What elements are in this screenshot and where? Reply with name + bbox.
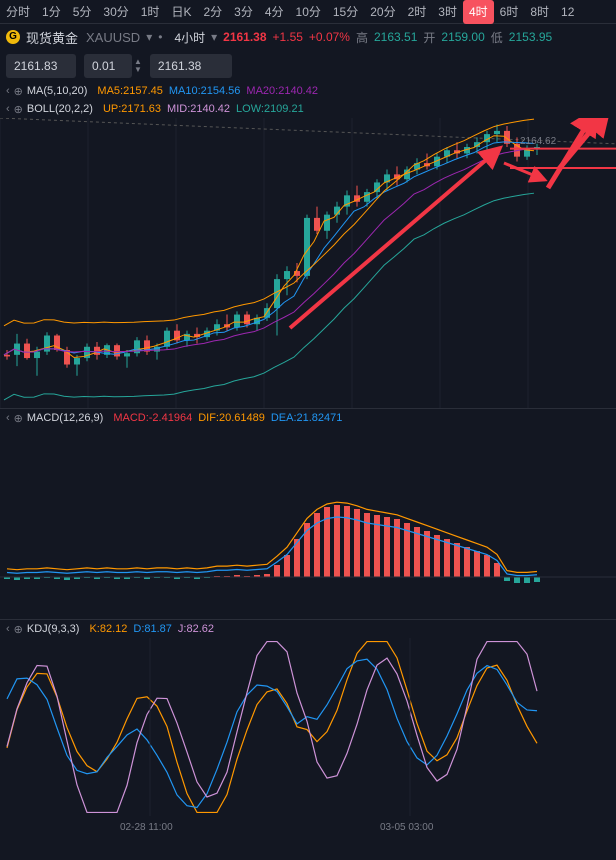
- symbol-name[interactable]: 现货黄金: [26, 28, 78, 47]
- timeframe-1时[interactable]: 1时: [135, 0, 166, 24]
- timeframe-3时[interactable]: 3时: [432, 0, 463, 24]
- timeframe-20分[interactable]: 20分: [364, 0, 401, 24]
- svg-text:02-28 11:00: 02-28 11:00: [120, 822, 173, 833]
- timeframe-分时[interactable]: 分时: [0, 0, 36, 24]
- svg-text:03-05 03:00: 03-05 03:00: [380, 822, 434, 833]
- timeframe-5分[interactable]: 5分: [67, 0, 98, 24]
- order-input-row: ▲▼: [0, 50, 616, 82]
- interval-dropdown-icon[interactable]: ▾: [211, 30, 217, 44]
- timeframe-日K[interactable]: 日K: [165, 0, 197, 24]
- indicator-kdj-row: ‹ ⊕ KDJ(9,3,3) K:82.12 D:81.87 J:82.62: [0, 620, 616, 638]
- indicator-ma-row: ‹ ⊕ MA(5,10,20) MA5:2157.45 MA10:2154.56 M…: [0, 82, 616, 100]
- price-chart[interactable]: 2164.622015.89: [0, 118, 616, 408]
- indicator-value: LOW:2109.21: [236, 103, 304, 115]
- timeframe-8时[interactable]: 8时: [524, 0, 555, 24]
- gold-icon: G: [6, 30, 20, 44]
- high-value: 2163.51: [374, 30, 417, 44]
- svg-text:2164.62: 2164.62: [520, 136, 557, 147]
- indicator-boll-row: ‹ ⊕ BOLL(20,2,2) UP:2171.63 MID:2140.42 LO…: [0, 100, 616, 118]
- timeframe-3分[interactable]: 3分: [228, 0, 259, 24]
- macd-chart[interactable]: [0, 427, 616, 619]
- price-change: +1.55: [273, 30, 303, 44]
- open-value: 2159.00: [441, 30, 484, 44]
- indicator-value: MID:2140.42: [167, 103, 230, 115]
- price-input-2[interactable]: [150, 54, 232, 78]
- settings-icon[interactable]: ⊕: [14, 412, 23, 425]
- indicator-value: DIF:20.61489: [198, 412, 265, 424]
- last-price: 2161.38: [223, 30, 266, 44]
- timeframe-4时[interactable]: 4时: [463, 0, 494, 24]
- timeframe-1分[interactable]: 1分: [36, 0, 67, 24]
- collapse-icon[interactable]: ‹: [6, 412, 10, 424]
- open-label: 开: [423, 29, 435, 46]
- timeframe-2分[interactable]: 2分: [197, 0, 228, 24]
- settings-icon[interactable]: ⊕: [14, 103, 23, 116]
- price-change-pct: +0.07%: [309, 30, 350, 44]
- indicator-value: J:82.62: [178, 623, 214, 635]
- settings-icon[interactable]: ⊕: [14, 85, 23, 98]
- indicator-ma-name: MA(5,10,20): [27, 85, 88, 97]
- indicator-value: D:81.87: [133, 623, 172, 635]
- price-input-1[interactable]: [6, 54, 76, 78]
- indicator-macd-name: MACD(12,26,9): [27, 412, 103, 424]
- timeframe-15分[interactable]: 15分: [327, 0, 364, 24]
- collapse-icon[interactable]: ‹: [6, 85, 10, 97]
- timeframe-6时[interactable]: 6时: [494, 0, 525, 24]
- step-input[interactable]: [84, 54, 132, 78]
- timeframe-2时[interactable]: 2时: [402, 0, 433, 24]
- indicator-macd-row: ‹ ⊕ MACD(12,26,9) MACD:-2.41964 DIF:20.61…: [0, 409, 616, 427]
- timeframe-12[interactable]: 12: [555, 0, 580, 24]
- low-label: 低: [491, 29, 503, 46]
- low-value: 2153.95: [509, 30, 552, 44]
- interval-label[interactable]: 4小时: [174, 29, 205, 46]
- collapse-icon[interactable]: ‹: [6, 623, 10, 635]
- step-stepper[interactable]: ▲▼: [134, 54, 142, 78]
- timeframe-30分[interactable]: 30分: [97, 0, 134, 24]
- high-label: 高: [356, 29, 368, 46]
- indicator-kdj-name: KDJ(9,3,3): [27, 623, 80, 635]
- kdj-chart[interactable]: 02-28 11:00 03-05 03:00: [0, 638, 616, 836]
- indicator-value: MA20:2140.42: [246, 85, 318, 97]
- indicator-boll-name: BOLL(20,2,2): [27, 103, 93, 115]
- timeframe-4分[interactable]: 4分: [259, 0, 290, 24]
- symbol-ticker: XAUUSD: [86, 30, 140, 45]
- indicator-value: MACD:-2.41964: [113, 412, 192, 424]
- indicator-value: UP:2171.63: [103, 103, 161, 115]
- indicator-value: MA5:2157.45: [97, 85, 162, 97]
- dropdown-icon[interactable]: ▾: [146, 30, 152, 44]
- symbol-row: G 现货黄金 XAUUSD ▾ • 4小时 ▾ 2161.38 +1.55 +0…: [0, 24, 616, 50]
- indicator-value: DEA:21.82471: [271, 412, 343, 424]
- timeframe-10分[interactable]: 10分: [290, 0, 327, 24]
- collapse-icon[interactable]: ‹: [6, 103, 10, 115]
- settings-icon[interactable]: ⊕: [14, 623, 23, 636]
- indicator-value: MA10:2154.56: [169, 85, 241, 97]
- indicator-value: K:82.12: [89, 623, 127, 635]
- timeframe-bar: 分时1分5分30分1时日K2分3分4分10分15分20分2时3时4时6时8时12: [0, 0, 616, 24]
